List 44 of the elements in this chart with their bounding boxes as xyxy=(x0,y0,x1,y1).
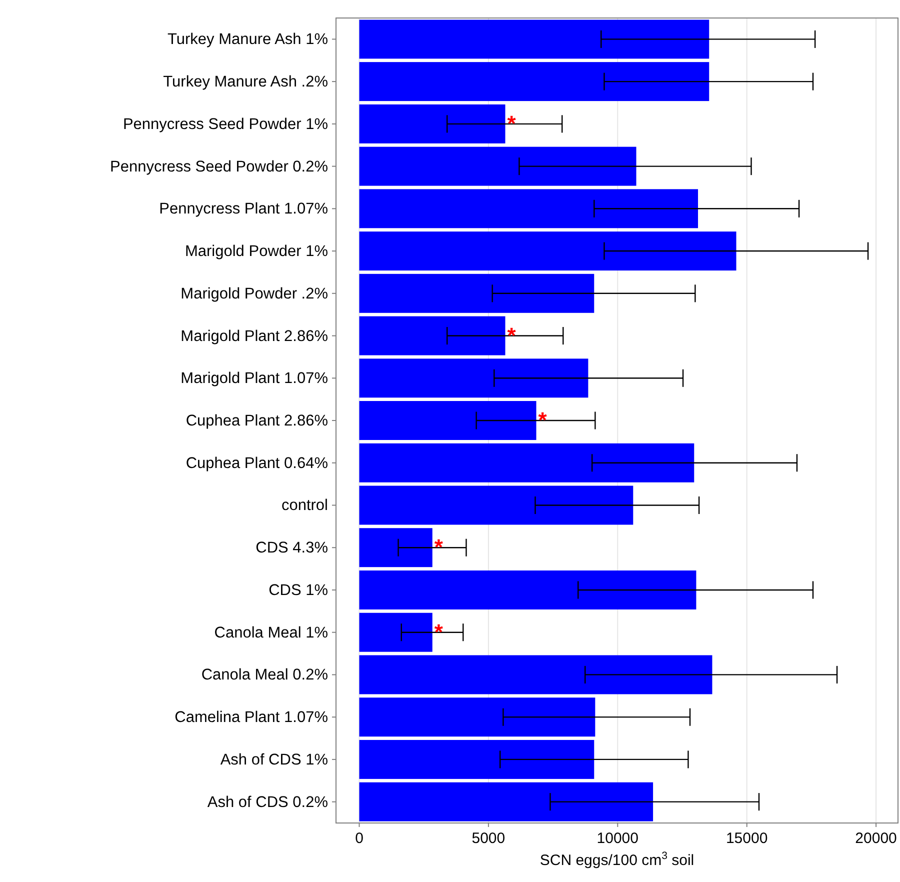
y-tick-label: Canola Meal 1% xyxy=(214,624,328,642)
y-tick-label: Pennycress Plant 1.07% xyxy=(159,200,328,218)
y-tick-label: Canola Meal 0.2% xyxy=(201,666,328,684)
bar xyxy=(359,698,596,737)
bar xyxy=(359,740,594,779)
bar xyxy=(359,316,506,356)
y-tick-label: Turkey Manure Ash 1% xyxy=(167,31,328,48)
bar xyxy=(359,274,594,313)
bar xyxy=(359,189,698,228)
x-tick-label: 5000 xyxy=(472,830,506,847)
bar xyxy=(359,104,506,144)
bar xyxy=(359,20,710,59)
bar xyxy=(359,401,536,440)
y-tick-label: CDS 4.3% xyxy=(256,540,328,557)
y-tick-label: Pennycress Seed Powder 1% xyxy=(122,116,328,133)
bar xyxy=(359,443,694,482)
y-tick-label: Cuphea Plant 2.86% xyxy=(186,412,328,430)
bar xyxy=(359,570,696,610)
y-tick-label: control xyxy=(281,497,328,514)
y-tick-label: Pennycress Seed Powder 0.2% xyxy=(110,158,328,176)
bar xyxy=(359,528,432,568)
bar xyxy=(359,486,634,525)
bar xyxy=(359,612,432,652)
y-tick-label: Ash of CDS 1% xyxy=(220,751,328,768)
y-tick-label: Marigold Powder 1% xyxy=(184,243,328,260)
bar xyxy=(359,232,736,271)
x-tick-label: 0 xyxy=(355,830,364,847)
bar xyxy=(359,62,710,102)
bar xyxy=(359,358,588,398)
y-tick-label: Marigold Plant 1.07% xyxy=(180,370,328,388)
y-tick-label: Ash of CDS 0.2% xyxy=(207,794,328,811)
bar xyxy=(359,655,712,694)
y-tick-label: Marigold Powder .2% xyxy=(180,285,328,302)
bar xyxy=(359,782,654,822)
y-tick-label: Cuphea Plant 0.64% xyxy=(186,454,328,472)
y-tick-label: Camelina Plant 1.07% xyxy=(174,709,328,726)
x-tick-label: 10000 xyxy=(596,830,639,847)
y-tick-label: Marigold Plant 2.86% xyxy=(180,328,328,345)
y-tick-label: Turkey Manure Ash .2% xyxy=(163,74,328,91)
x-tick-label: 15000 xyxy=(726,830,768,847)
y-tick-label: CDS 1% xyxy=(268,582,328,599)
x-tick-label: 20000 xyxy=(855,830,897,847)
x-axis-title: SCN eggs/100 cm$^{3}$ soil xyxy=(540,850,694,869)
bar xyxy=(359,146,636,186)
